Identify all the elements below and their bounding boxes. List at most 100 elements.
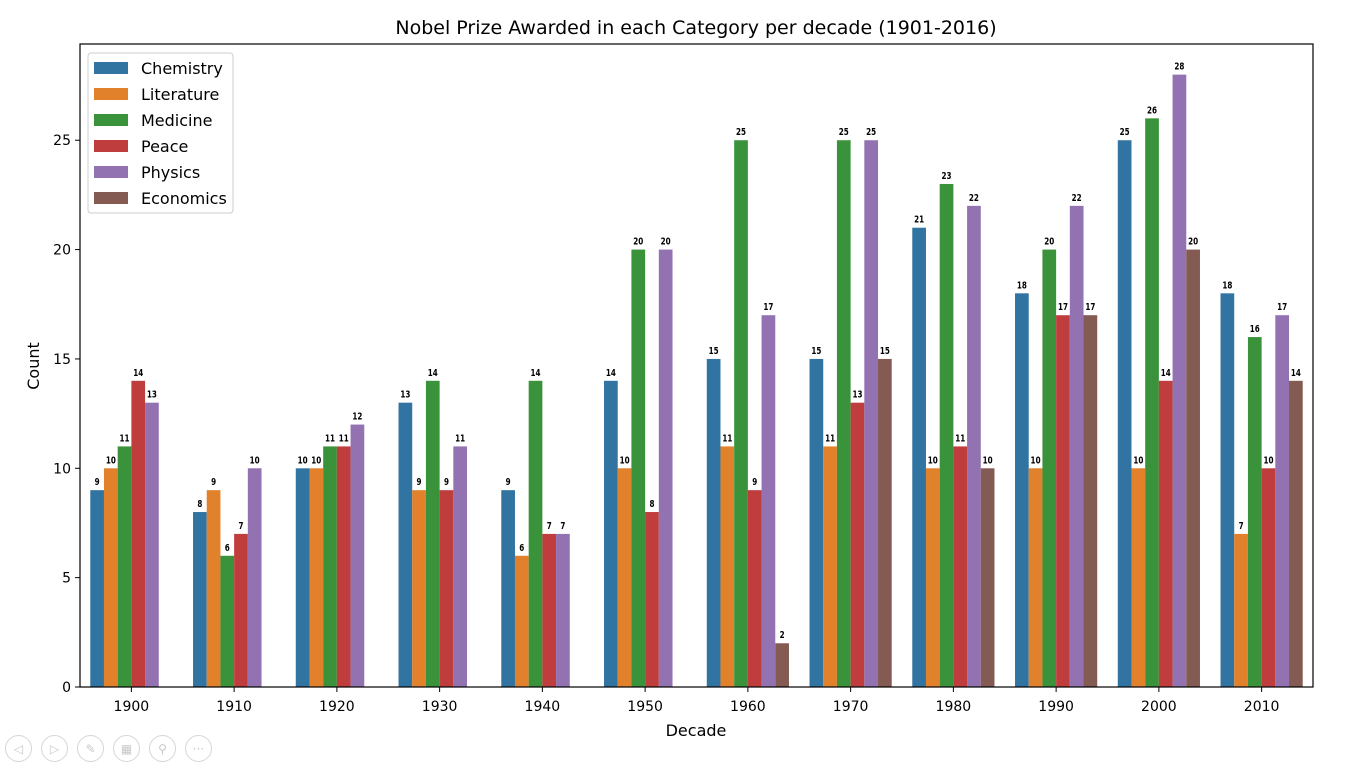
data-label: 21 — [914, 215, 924, 226]
bar-literature-1920 — [309, 468, 324, 687]
data-label: 9 — [752, 477, 757, 488]
data-label: 10 — [311, 456, 321, 467]
x-tick-label: 1950 — [627, 699, 663, 715]
bar-medicine-1930 — [425, 380, 440, 687]
bar-chemistry-1970 — [809, 358, 824, 687]
data-label: 11 — [120, 434, 130, 445]
bar-medicine-1990 — [1042, 249, 1057, 688]
bar-peace-2000 — [1158, 380, 1173, 687]
data-label: 11 — [825, 434, 835, 445]
x-tick-label: 1920 — [319, 699, 355, 715]
pen-icon: ✎ — [85, 741, 96, 756]
data-label: 28 — [1174, 62, 1184, 73]
x-tick-label: 2010 — [1244, 699, 1280, 715]
data-label: 17 — [763, 302, 773, 313]
data-label: 22 — [969, 193, 979, 204]
legend-label: Chemistry — [141, 59, 223, 78]
legend-swatch — [94, 88, 128, 100]
zoom-button[interactable]: ⚲ — [149, 735, 176, 762]
bar-chemistry-2010 — [1220, 293, 1235, 687]
data-label: 15 — [880, 346, 890, 357]
data-label: 11 — [325, 434, 335, 445]
more-button[interactable]: ··· — [185, 735, 212, 762]
x-tick-label: 1990 — [1038, 699, 1074, 715]
bar-chemistry-1980 — [912, 227, 926, 687]
legend-label: Medicine — [141, 111, 212, 130]
bar-literature-1960 — [720, 446, 735, 687]
bar-literature-2000 — [1131, 468, 1146, 687]
bar-medicine-2010 — [1247, 337, 1262, 687]
bar-chemistry-1940 — [501, 490, 515, 687]
y-axis-label: Count — [24, 342, 43, 390]
bar-medicine-1920 — [323, 446, 337, 687]
legend-label: Economics — [141, 189, 227, 208]
y-tick-label: 15 — [53, 352, 71, 368]
data-label: 17 — [1058, 302, 1068, 313]
legend-swatch — [94, 166, 128, 178]
x-tick-label: 1910 — [216, 699, 252, 715]
previous-button[interactable]: ◁ — [5, 735, 32, 762]
data-label: 10 — [620, 456, 630, 467]
bar-peace-1990 — [1056, 315, 1070, 687]
data-label: 20 — [1188, 237, 1198, 248]
bar-economics-2010 — [1289, 380, 1303, 687]
x-tick-label: 1980 — [936, 699, 972, 715]
legend-label: Physics — [141, 163, 200, 182]
bar-peace-1940 — [542, 533, 557, 687]
data-label: 17 — [1085, 302, 1095, 313]
data-label: 11 — [455, 434, 465, 445]
y-tick-label: 10 — [53, 461, 71, 477]
data-label: 10 — [298, 456, 308, 467]
bar-medicine-1940 — [528, 380, 543, 687]
next-button[interactable]: ▷ — [41, 735, 68, 762]
data-label: 25 — [1120, 128, 1130, 139]
data-label: 14 — [1161, 368, 1171, 379]
data-label: 13 — [147, 390, 157, 401]
next-icon: ▷ — [49, 741, 60, 756]
data-label: 9 — [211, 477, 216, 488]
data-label: 8 — [649, 499, 654, 510]
bar-chemistry-1950 — [604, 380, 618, 687]
slides-button[interactable]: ▦ — [113, 735, 140, 762]
data-label: 10 — [1031, 456, 1041, 467]
y-tick-label: 0 — [62, 680, 71, 696]
slides-icon: ▦ — [120, 741, 133, 756]
legend-swatch — [94, 192, 128, 204]
legend-swatch — [94, 62, 128, 74]
bar-peace-1980 — [953, 446, 968, 687]
legend-label: Peace — [141, 137, 188, 156]
data-label: 10 — [928, 456, 938, 467]
bar-chemistry-1920 — [295, 468, 310, 687]
data-label: 22 — [1072, 193, 1082, 204]
data-label: 18 — [1222, 281, 1232, 292]
pen-button[interactable]: ✎ — [77, 735, 104, 762]
bar-literature-1980 — [925, 468, 940, 687]
bar-peace-1910 — [234, 533, 248, 687]
bar-physics-2000 — [1172, 74, 1187, 688]
bar-physics-1940 — [556, 533, 570, 687]
x-tick-label: 1940 — [525, 699, 561, 715]
data-label: 6 — [225, 543, 230, 554]
bar-medicine-1980 — [939, 183, 954, 688]
bar-economics-1980 — [980, 468, 995, 687]
x-axis-label: Decade — [666, 721, 727, 740]
data-label: 13 — [400, 390, 410, 401]
previous-icon: ◁ — [13, 741, 24, 756]
data-label: 11 — [339, 434, 349, 445]
bar-chemistry-1990 — [1015, 293, 1029, 687]
x-tick-label: 1970 — [833, 699, 869, 715]
data-label: 10 — [1133, 456, 1143, 467]
bar-physics-1970 — [864, 140, 879, 687]
bar-chemistry-2000 — [1117, 140, 1132, 687]
data-label: 23 — [942, 171, 952, 182]
data-label: 2 — [780, 631, 785, 642]
bar-chemistry-1910 — [193, 512, 207, 687]
data-label: 7 — [560, 521, 565, 532]
y-tick-label: 5 — [62, 571, 71, 587]
data-label: 25 — [839, 128, 849, 139]
data-label: 11 — [955, 434, 965, 445]
bar-medicine-1970 — [836, 140, 851, 687]
bar-medicine-2000 — [1145, 118, 1159, 688]
data-label: 11 — [722, 434, 732, 445]
data-label: 12 — [352, 412, 362, 423]
